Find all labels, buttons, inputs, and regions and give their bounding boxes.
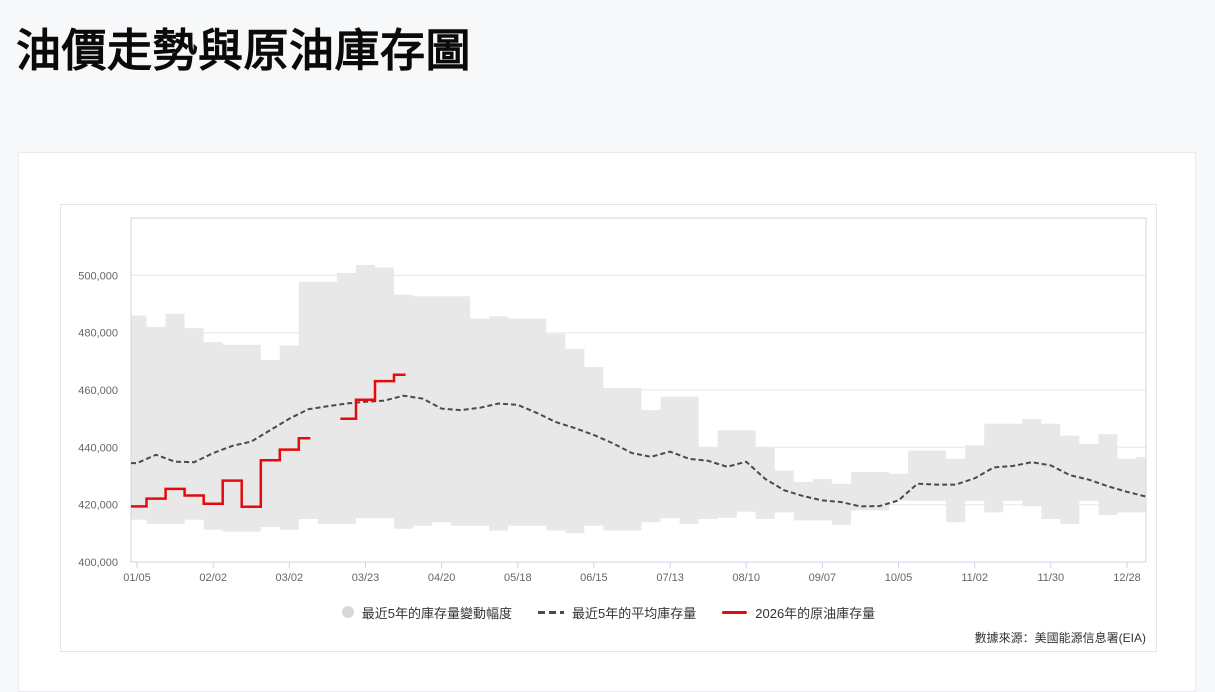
svg-text:03/23: 03/23 [352,572,380,584]
svg-text:04/20: 04/20 [428,572,456,584]
svg-text:500,000: 500,000 [78,270,118,282]
svg-text:11/30: 11/30 [1037,572,1064,584]
svg-text:11/02: 11/02 [961,572,988,584]
svg-text:12/28: 12/28 [1113,572,1141,584]
svg-text:05/18: 05/18 [504,572,532,584]
legend-item-current-year-line[interactable]: 2026年的原油庫存量 [722,603,875,622]
svg-text:10/05: 10/05 [885,572,913,584]
svg-text:09/07: 09/07 [809,572,837,584]
svg-text:06/15: 06/15 [580,572,608,584]
svg-text:01/05: 01/05 [123,572,151,584]
band-swatch-icon [341,606,354,618]
legend-item-average-line[interactable]: 最近5年的平均庫存量 [538,603,696,622]
inventory-chart: 01/05 02/02 03/02 03/23 04/20 05/18 06/15 07/13… [78,217,1147,584]
svg-text:02/02: 02/02 [199,572,227,584]
chart-legend: 最近5年的庫存量變動幅度 最近5年的平均庫存量 2026年的原油庫存量 [61,601,1156,623]
red-line-swatch-icon [722,610,748,614]
svg-text:08/10: 08/10 [732,572,760,584]
data-source-note: 數據來源：美國能源信息署(EIA) [974,631,1146,645]
chart-card: 01/05 02/02 03/02 03/23 04/20 05/18 06/15 07/13… [18,152,1196,692]
legend-label: 最近5年的平均庫存量 [572,605,697,621]
svg-text:440,000: 440,000 [78,442,118,454]
legend-item-range-band[interactable]: 最近5年的庫存量變動幅度 [341,603,513,622]
svg-text:07/13: 07/13 [656,572,684,584]
svg-text:400,000: 400,000 [78,557,118,569]
legend-label: 最近5年的庫存量變動幅度 [361,605,513,621]
svg-text:420,000: 420,000 [78,500,118,512]
dashed-line-swatch-icon [538,610,565,614]
legend-label: 2026年的原油庫存量 [755,605,876,621]
svg-text:03/02: 03/02 [276,572,304,584]
page-title: 油價走勢與原油庫存圖 [16,25,472,76]
svg-text:460,000: 460,000 [78,385,118,397]
chart-panel: 01/05 02/02 03/02 03/23 04/20 05/18 06/15 07/13… [60,204,1157,652]
svg-text:480,000: 480,000 [78,328,118,340]
